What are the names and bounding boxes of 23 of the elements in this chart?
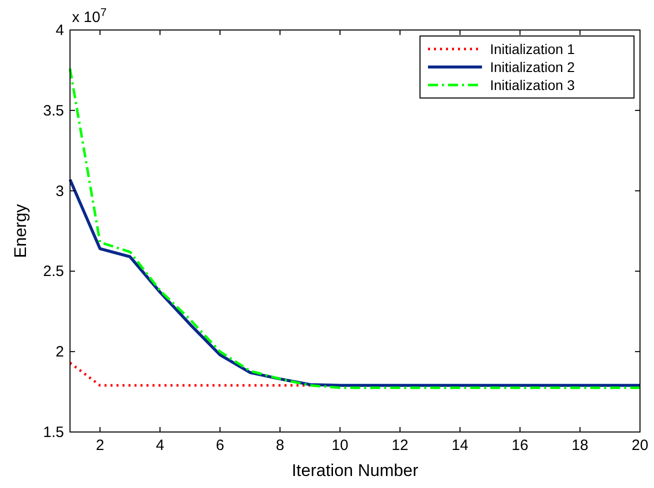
y-axis-title: Energy	[11, 204, 30, 258]
x-tick-label: 2	[96, 437, 104, 454]
legend-label: Initialization 2	[490, 59, 576, 75]
x-tick-label: 10	[332, 437, 348, 454]
y-tick-label: 1.5	[43, 424, 64, 441]
x-tick-label: 8	[276, 437, 284, 454]
y-tick-label: 2.5	[43, 263, 64, 280]
y-tick-label: 2	[56, 344, 64, 361]
x-tick-label: 4	[156, 437, 164, 454]
x-tick-label: 18	[572, 437, 588, 454]
x-tick-label: 6	[216, 437, 224, 454]
y-tick-label: 3.5	[43, 102, 64, 120]
x-tick-label: 16	[512, 437, 528, 454]
x-tick-label: 12	[392, 437, 408, 454]
x-tick-label: 14	[452, 437, 468, 454]
x-tick-label: 20	[632, 437, 648, 454]
line-series	[68, 178, 642, 387]
y-tick-label: 4	[56, 22, 64, 39]
x-axis-title: Iteration Number	[292, 461, 419, 480]
legend-label: Initialization 3	[490, 77, 576, 93]
y-tick-label: 3	[56, 182, 64, 200]
text: x 10$^{7}$	[72, 7, 107, 26]
legend-label: Initialization 1	[490, 41, 576, 57]
